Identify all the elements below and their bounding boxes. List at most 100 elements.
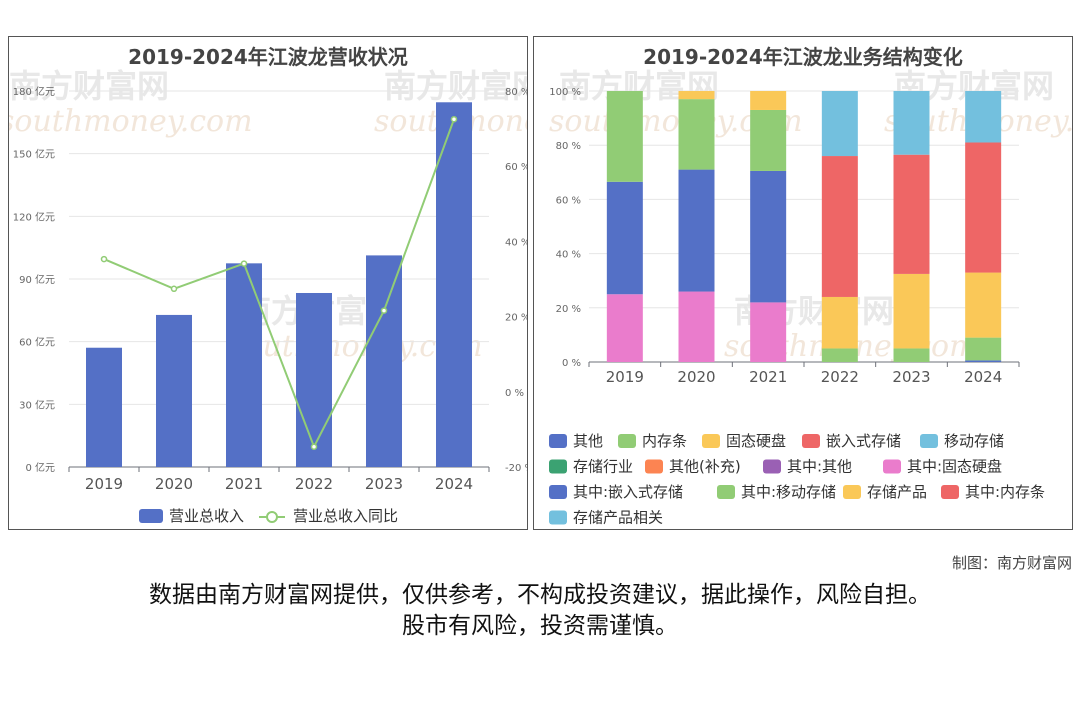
disclaimer: 数据由南方财富网提供，仅供参考，不构成投资建议，据此操作，风险自担。 股市有风险… [0, 580, 1080, 642]
right-axis-tick: 0 % [505, 388, 524, 399]
stack-segment [678, 99, 715, 170]
watermark-text: 南方财富网 [384, 67, 528, 105]
legend-label: 其中:嵌入式存储 [573, 483, 683, 501]
stack-segment [606, 181, 643, 295]
right-axis-tick: -20 % [505, 463, 528, 474]
right-axis-tick: 80 % [505, 87, 528, 98]
legend-swatch [763, 459, 781, 474]
stack-segment [965, 337, 1002, 361]
left-axis-tick: 90 亿元 [19, 273, 55, 286]
legend-label: 存储产品 [867, 483, 927, 501]
stack-segment [678, 91, 715, 100]
structure-chart-panel: 南方财富网southmoney.com南方财富网southmoney.com南方… [533, 36, 1073, 530]
stack-segment [965, 360, 1002, 362]
y-axis-tick: 20 % [556, 304, 581, 315]
revenue-chart-panel: 南方财富网southmoney.com南方财富网southmoney.com南方… [8, 36, 528, 530]
disclaimer-line-2: 股市有风险，投资需谨慎。 [402, 613, 678, 639]
legend-label: 营业总收入 [169, 507, 244, 525]
revenue-bar [366, 255, 402, 467]
structure-chart-svg: 南方财富网southmoney.com南方财富网southmoney.com南方… [549, 67, 1072, 527]
stack-segment [606, 91, 643, 182]
legend-label: 存储行业 [573, 458, 633, 476]
x-axis-label: 2020 [677, 368, 715, 386]
legend-label: 内存条 [642, 432, 687, 450]
revenue-chart-svg: 南方财富网southmoney.com南方财富网southmoney.com南方… [9, 67, 528, 525]
stack-segment [893, 348, 930, 362]
x-axis-label: 2022 [295, 475, 333, 493]
stack-segment [678, 291, 715, 362]
stack-segment [678, 169, 715, 292]
legend-swatch [920, 434, 938, 448]
x-axis-label: 2024 [435, 475, 473, 493]
watermark-text: 南方财富网 [9, 67, 169, 105]
structure-chart-title: 2019-2024年江波龙业务结构变化 [643, 45, 963, 69]
legend-label: 移动存储 [944, 432, 1004, 450]
chart-credit: 制图：南方财富网 [951, 554, 1072, 572]
revenue-bar [436, 102, 472, 467]
legend-label: 其他(补充) [669, 458, 741, 476]
legend-swatch-yoy-point [266, 511, 278, 523]
stack-segment [965, 91, 1002, 143]
revenue-bar [156, 314, 192, 467]
legend-label: 其中:固态硬盘 [907, 458, 1002, 476]
left-axis-tick: 150 亿元 [13, 148, 55, 161]
legend-swatch [941, 485, 959, 499]
stack-segment [893, 91, 930, 155]
right-axis-tick: 60 % [505, 162, 528, 173]
legend-swatch [802, 434, 820, 448]
x-axis-label: 2021 [749, 368, 787, 386]
stack-segment [821, 296, 858, 349]
x-axis-label: 2020 [155, 475, 193, 493]
stack-segment [965, 272, 1002, 338]
yoy-point [380, 307, 388, 314]
legend-label: 嵌入式存储 [826, 432, 901, 450]
legend-label: 其中:其他 [787, 458, 852, 476]
x-axis-label: 2023 [365, 475, 403, 493]
right-axis-tick: 40 % [505, 237, 528, 248]
stack-segment [750, 302, 787, 362]
stack-segment [893, 154, 930, 274]
legend-swatch [645, 459, 663, 474]
legend-swatch [549, 485, 567, 499]
disclaimer-line-1: 数据由南方财富网提供，仅供参考，不构成投资建议，据此操作，风险自担。 [149, 582, 931, 608]
x-axis-label: 2019 [85, 475, 123, 493]
legend-swatch [549, 434, 567, 448]
legend-label: 其中:内存条 [965, 483, 1045, 501]
stack-segment [821, 91, 858, 157]
legend-label: 其中:移动存储 [741, 483, 836, 501]
yoy-point [240, 260, 248, 267]
legend-label: 其他 [573, 432, 603, 450]
legend-swatch-revenue [139, 509, 163, 523]
revenue-chart-title: 2019-2024年江波龙营收状况 [128, 45, 408, 69]
yoy-point [450, 115, 458, 123]
yoy-line [103, 118, 455, 450]
x-axis-label: 2021 [225, 475, 263, 493]
yoy-point [100, 255, 108, 263]
yoy-point [170, 285, 178, 293]
x-axis-label: 2023 [892, 368, 930, 386]
legend-swatch [549, 459, 567, 474]
stack-segment [750, 91, 787, 110]
y-axis-tick: 100 % [549, 87, 581, 98]
stack-segment [750, 170, 787, 303]
stack-segment [750, 109, 787, 171]
stack-segment [821, 348, 858, 362]
y-axis-tick: 60 % [556, 195, 581, 206]
y-axis-tick: 40 % [556, 250, 581, 261]
revenue-bar [296, 292, 332, 467]
stack-segment [821, 156, 858, 297]
legend-swatch [549, 510, 567, 525]
revenue-bar [86, 347, 122, 467]
x-axis-label: 2024 [964, 368, 1002, 386]
stack-segment [965, 142, 1002, 273]
legend-label: 存储产品相关 [573, 509, 663, 527]
legend-label: 固态硬盘 [726, 432, 786, 450]
watermark-latin: southmoney.com [9, 104, 253, 139]
left-axis-tick: 120 亿元 [13, 210, 55, 223]
left-axis-tick: 60 亿元 [19, 336, 55, 349]
stack-segment [606, 294, 643, 362]
y-axis-tick: 80 % [556, 141, 581, 152]
left-axis-tick: 180 亿元 [13, 85, 55, 98]
legend-swatch [843, 485, 861, 499]
yoy-point [310, 443, 318, 450]
